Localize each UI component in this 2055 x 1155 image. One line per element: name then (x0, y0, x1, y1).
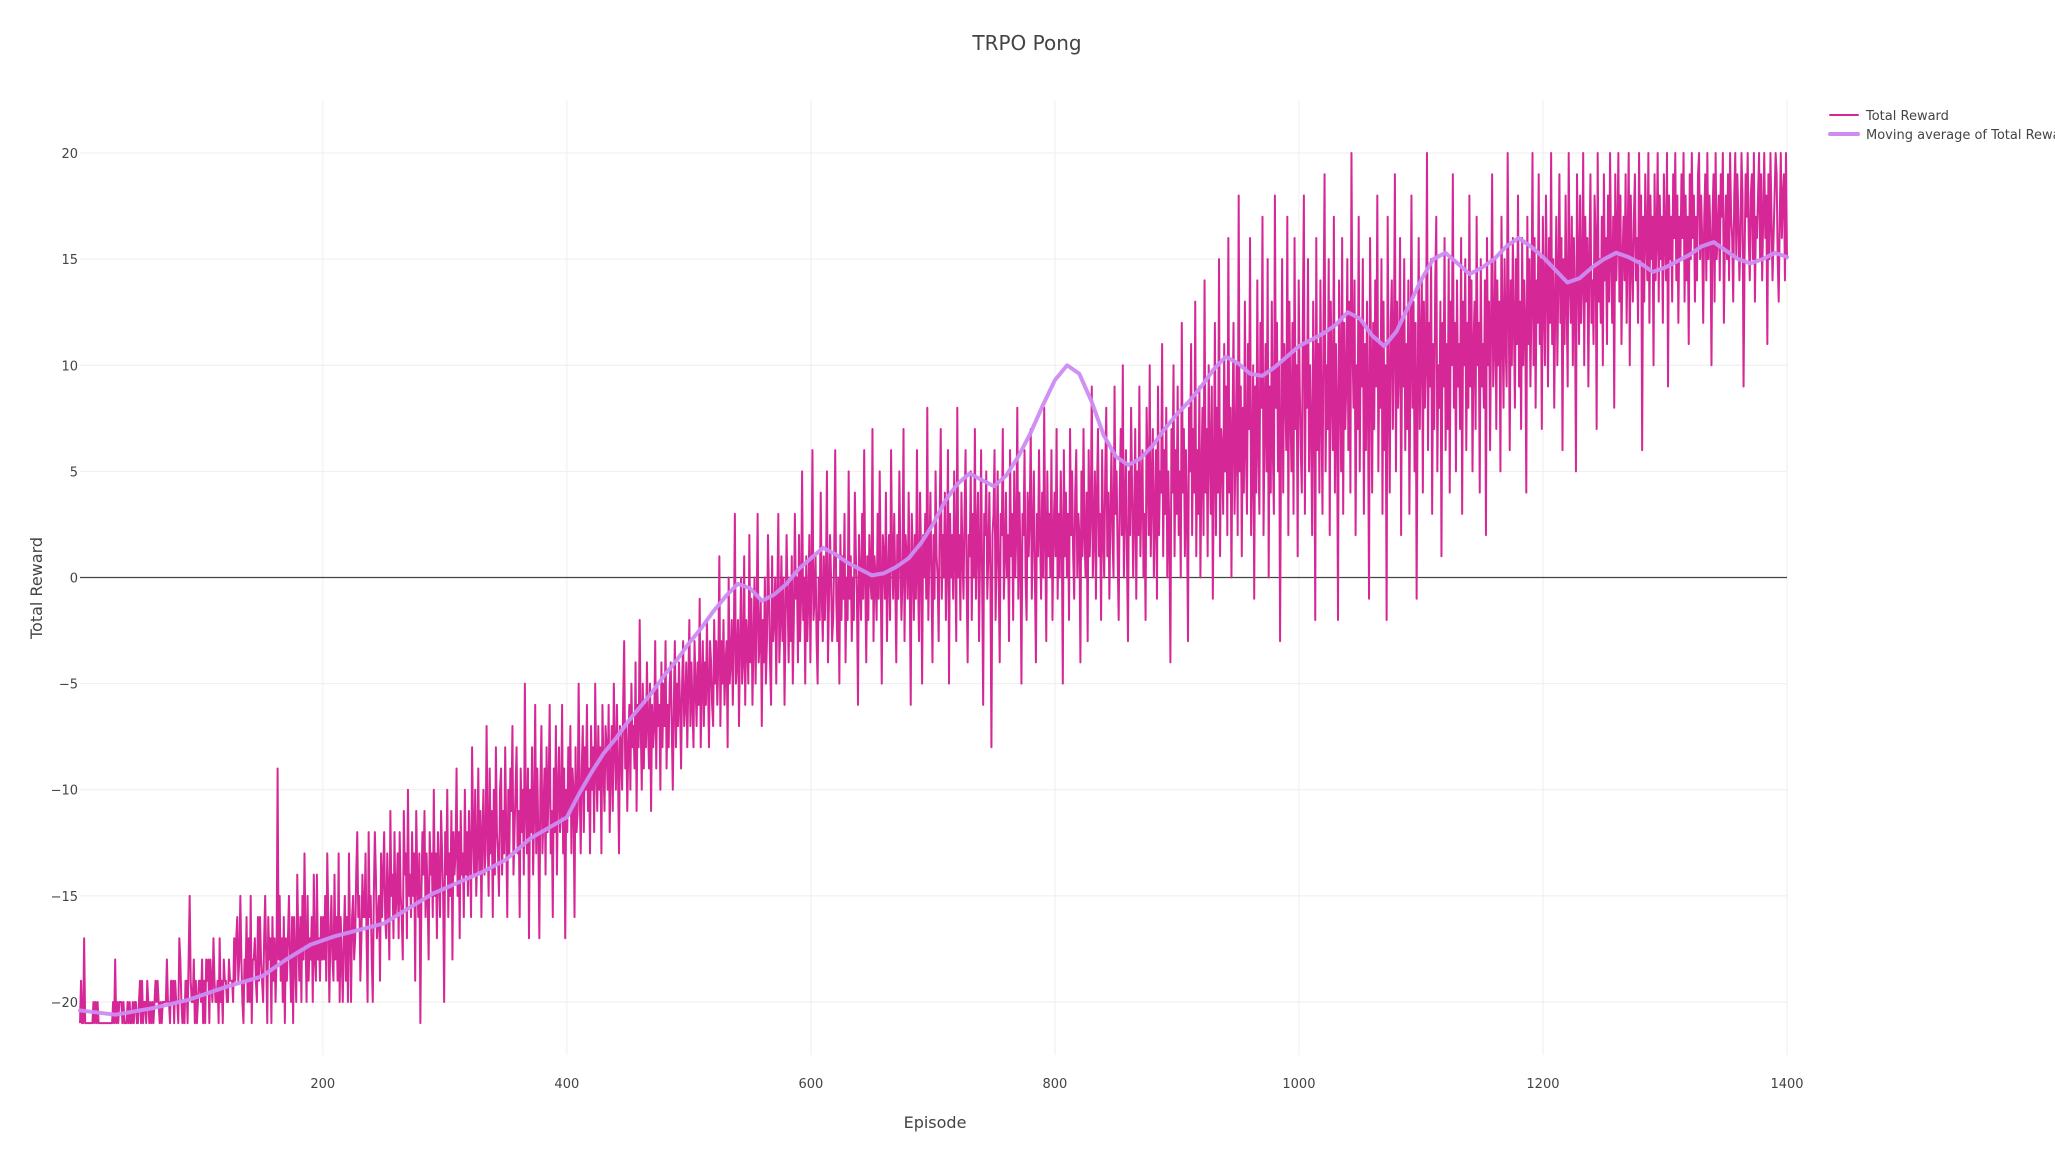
x-tick-label: 200 (310, 1077, 335, 1092)
x-tick-label: 1200 (1526, 1077, 1559, 1092)
legend-label-moving-average[interactable]: Moving average of Total Reward (1866, 128, 2055, 143)
y-tick-label: −10 (51, 784, 78, 799)
axes-group: 200 400 600 800 1000 1200 1400 −20 −15 −10 −5 0 5 10 1… (51, 147, 1804, 1092)
series-line-total-reward (79, 152, 1788, 1025)
legend: Total Reward Moving average of Total Rew… (1828, 109, 2055, 143)
x-tick-label: 800 (1042, 1077, 1067, 1092)
y-tick-label: 15 (61, 253, 78, 268)
y-axis-label: Total Reward (27, 537, 46, 640)
x-tick-label: 1400 (1770, 1077, 1803, 1092)
y-tick-label: 5 (70, 465, 78, 480)
y-tick-label: −15 (51, 890, 78, 905)
y-tick-label: 10 (61, 359, 78, 374)
y-tick-label: −5 (59, 678, 78, 693)
chart-title: TRPO Pong (971, 31, 1081, 55)
x-tick-label: 1000 (1282, 1077, 1315, 1092)
series-line-moving-average (78, 235, 1789, 1017)
x-axis-label: Episode (904, 1113, 967, 1132)
y-tick-label: 20 (61, 147, 78, 162)
x-tick-label: 600 (798, 1077, 823, 1092)
legend-label-total-reward[interactable]: Total Reward (1865, 109, 1949, 124)
series-group (78, 152, 1789, 1025)
x-tick-label: 400 (554, 1077, 579, 1092)
y-tick-label: −20 (51, 996, 78, 1011)
y-tick-label: 0 (70, 572, 78, 587)
